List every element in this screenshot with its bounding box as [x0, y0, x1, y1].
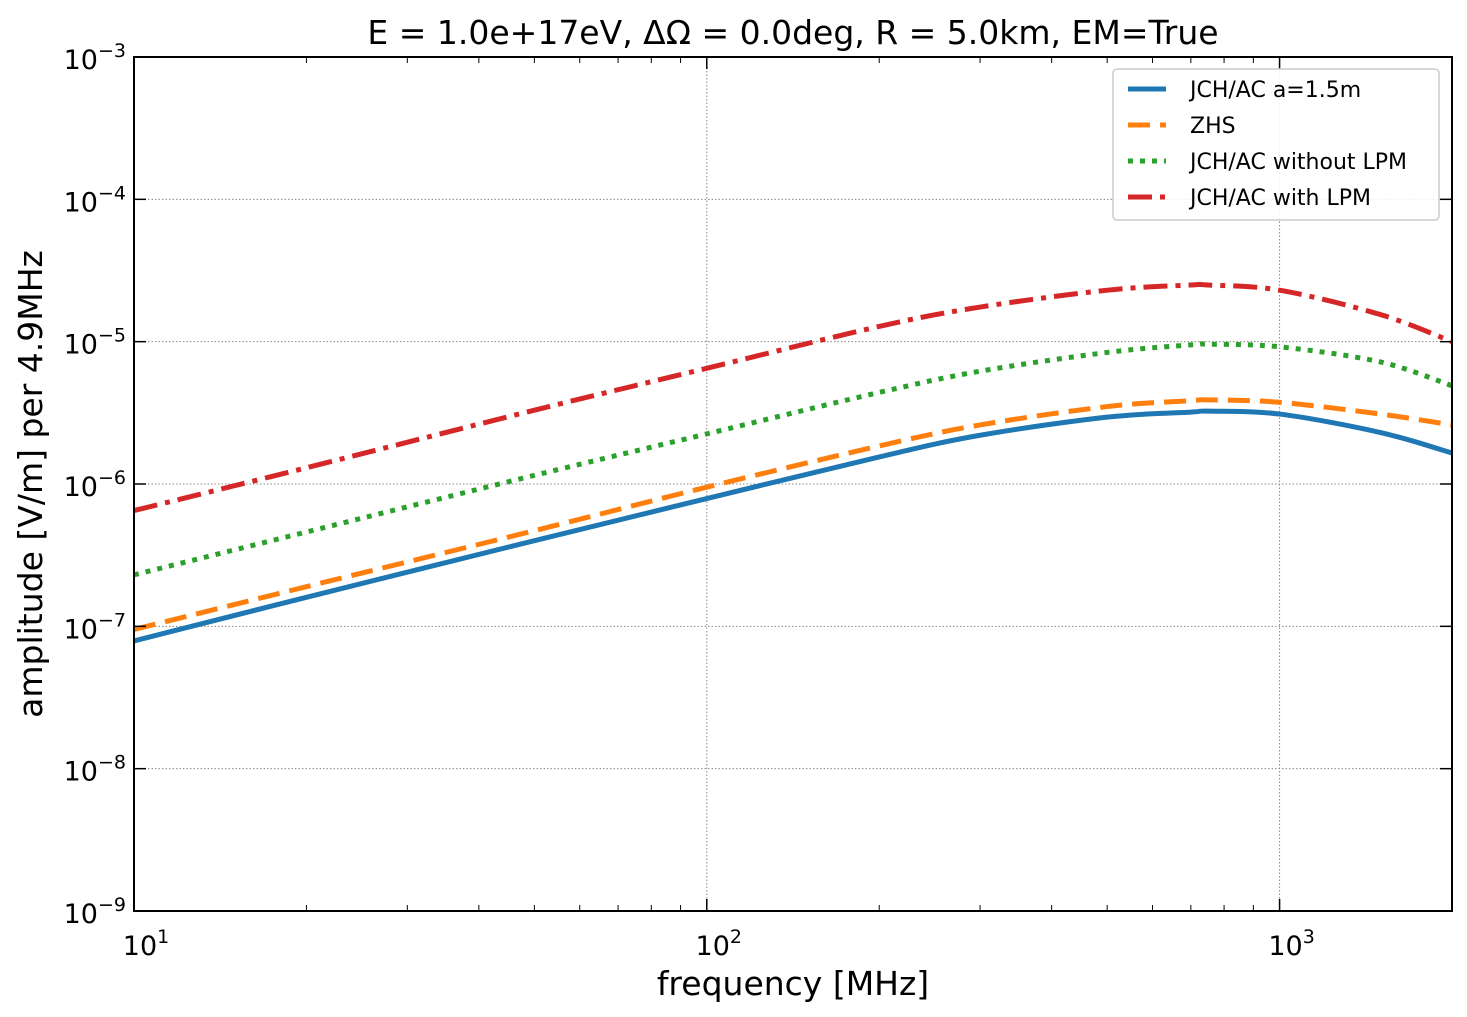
- series-line-2: [134, 397, 1452, 632]
- y-tick-label: 10−8: [64, 752, 126, 788]
- x-tick-label: 103: [1268, 926, 1314, 962]
- legend-label: JCH/AC a=1.5m: [1188, 78, 1361, 103]
- legend-label: JCH/AC with LPM: [1188, 186, 1371, 211]
- legend: JCH/AC a=1.5m ZHS JCH/AC without LPM JCH/AC…: [1112, 68, 1440, 221]
- x-tick-label: 102: [696, 926, 742, 962]
- series-line-4: [134, 281, 1452, 514]
- y-tick-label: 10−9: [64, 894, 126, 930]
- y-tick-label: 10−4: [64, 182, 126, 218]
- series-group: [134, 281, 1452, 644]
- legend-label: ZHS: [1190, 114, 1236, 139]
- x-axis-label: frequency [MHz]: [657, 964, 929, 1003]
- y-tick-label: 10−7: [64, 609, 126, 645]
- tick-labels: 101 102 103 10−9 10−8 10−7 10−6 10−5 10−4 10−3: [64, 40, 1315, 962]
- series-line-1: [134, 408, 1452, 644]
- y-axis-label: amplitude [V/m] per 4.9MHz: [11, 250, 50, 718]
- ticks: [133, 56, 1453, 912]
- legend-label: JCH/AC without LPM: [1188, 150, 1407, 175]
- y-tick-label: 10−6: [64, 467, 126, 503]
- x-tick-label: 101: [123, 926, 169, 962]
- legend-box: [1112, 68, 1440, 221]
- chart-title: E = 1.0e+17eV, ΔΩ = 0.0deg, R = 5.0km, E…: [367, 13, 1218, 52]
- y-tick-label: 10−3: [64, 40, 126, 76]
- series-line-3: [134, 341, 1452, 578]
- y-tick-label: 10−5: [64, 325, 126, 361]
